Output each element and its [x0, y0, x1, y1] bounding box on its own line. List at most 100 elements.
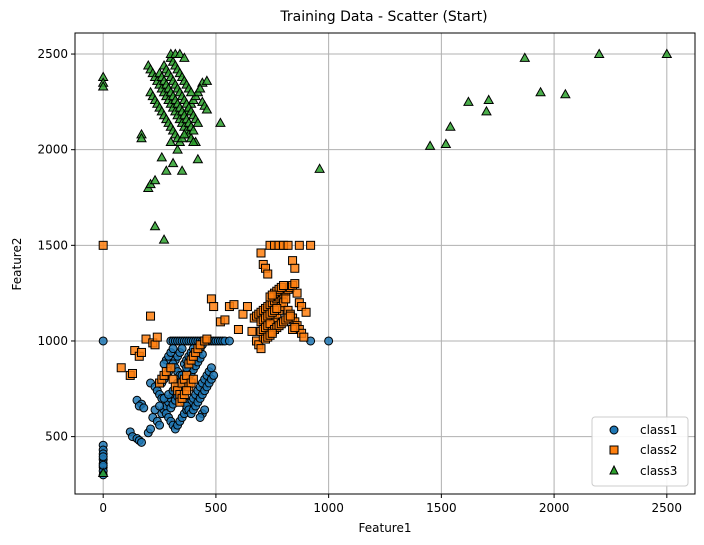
point-class2	[285, 311, 295, 321]
point-class1	[98, 452, 108, 462]
legend: class1 class2 class3	[591, 416, 689, 487]
point-class1	[168, 344, 178, 354]
point-class1	[137, 437, 147, 447]
point-class3	[481, 105, 492, 116]
point-class2	[188, 374, 198, 384]
point-class1	[324, 336, 334, 346]
point-class2	[238, 309, 248, 319]
point-class3	[188, 136, 199, 147]
x-tick-label: 2000	[539, 501, 570, 515]
point-class3	[185, 86, 197, 97]
point-class2	[206, 294, 216, 304]
point-class2	[290, 279, 300, 289]
point-class3	[136, 132, 147, 143]
legend-marker-class2	[609, 445, 619, 455]
point-class1	[206, 363, 216, 373]
y-axis-label: Feature2	[10, 238, 24, 291]
point-class3	[201, 103, 213, 114]
point-class1	[209, 370, 219, 380]
point-class2	[299, 332, 309, 342]
point-class1	[146, 424, 156, 434]
point-class1	[200, 405, 210, 415]
x-tick-label: 1000	[313, 501, 344, 515]
point-class3	[178, 128, 190, 139]
point-class3	[593, 48, 605, 59]
point-class1	[155, 401, 165, 411]
point-class3	[167, 157, 179, 168]
point-class2	[220, 315, 230, 325]
point-class3	[149, 220, 161, 231]
x-tick-label: 0	[99, 501, 107, 515]
point-class3	[661, 48, 673, 59]
point-class1	[177, 344, 187, 354]
point-class2	[301, 307, 311, 317]
point-class2	[292, 288, 302, 298]
x-tick-label: 500	[204, 501, 227, 515]
series-class3	[97, 48, 673, 477]
y-tick-label: 2000	[37, 143, 68, 157]
legend-marker-class3	[609, 464, 619, 475]
point-class2	[247, 326, 257, 336]
point-class2	[98, 240, 108, 250]
point-class2	[306, 240, 316, 250]
y-tick-label: 500	[45, 430, 68, 444]
point-class2	[166, 363, 176, 373]
point-class2	[290, 323, 300, 333]
point-class2	[116, 363, 126, 373]
chart-title: Training Data - Scatter (Start)	[279, 9, 487, 25]
point-class3	[445, 121, 456, 131]
point-class3	[158, 234, 170, 244]
point-class3	[174, 48, 186, 59]
point-class3	[192, 117, 204, 127]
point-class3	[97, 81, 109, 91]
point-class2	[267, 290, 277, 300]
x-axis-label: Feature1	[359, 521, 412, 535]
point-class3	[314, 163, 325, 173]
point-class1	[98, 336, 108, 346]
point-class3	[483, 94, 495, 104]
point-class3	[424, 140, 436, 150]
legend-label-class2: class2	[640, 443, 677, 457]
legend-label-class1: class1	[640, 423, 677, 437]
point-class2	[283, 240, 293, 250]
point-class3	[519, 52, 531, 62]
point-class2	[288, 256, 298, 266]
point-class1	[139, 403, 149, 413]
point-class2	[209, 302, 219, 312]
point-class2	[229, 300, 239, 310]
point-class3	[97, 467, 109, 477]
point-class2	[294, 240, 304, 250]
point-class2	[256, 248, 266, 258]
point-class3	[463, 96, 474, 106]
x-tick-label: 1500	[426, 501, 457, 515]
point-class3	[440, 138, 452, 148]
point-class2	[263, 269, 273, 279]
point-class2	[267, 328, 277, 338]
point-class2	[281, 294, 291, 304]
point-class3	[560, 88, 571, 99]
point-class2	[256, 344, 266, 354]
y-tick-label: 1500	[37, 238, 68, 252]
point-class1	[195, 412, 205, 422]
point-class2	[168, 374, 178, 384]
legend-marker-class1	[609, 425, 619, 435]
point-class3	[149, 174, 161, 185]
series-class2	[98, 240, 316, 407]
x-ticks: 0 500 1000 1500 2000 2500	[99, 494, 682, 515]
point-class2	[202, 334, 212, 344]
point-class2	[233, 324, 243, 334]
point-class2	[137, 347, 147, 357]
point-class3	[160, 165, 172, 175]
y-tick-label: 1000	[37, 334, 68, 348]
point-class2	[152, 332, 162, 342]
point-class3	[176, 165, 188, 175]
point-class2	[182, 386, 192, 396]
point-class3	[178, 52, 190, 62]
point-class1	[155, 420, 165, 430]
point-class1	[224, 336, 234, 346]
legend-label-class3: class3	[640, 464, 677, 478]
legend-box	[591, 416, 689, 487]
point-class3	[194, 82, 206, 93]
point-class2	[279, 280, 289, 290]
